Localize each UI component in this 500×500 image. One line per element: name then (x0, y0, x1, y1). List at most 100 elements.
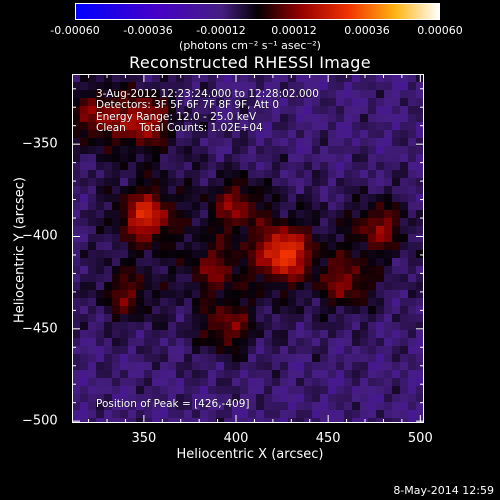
heatmap-cell (304, 354, 313, 363)
heatmap-cell (288, 162, 297, 171)
heatmap-cell (96, 314, 105, 323)
heatmap-cell (200, 346, 209, 355)
heatmap-cell (336, 178, 345, 187)
heatmap-cell (208, 74, 217, 83)
heatmap-cell (200, 90, 209, 99)
heatmap-cell (88, 410, 97, 419)
heatmap-cell (392, 266, 401, 275)
heatmap-cell (224, 202, 233, 211)
heatmap-cell (160, 122, 169, 131)
heatmap-cell (120, 178, 129, 187)
heatmap-cell (152, 146, 161, 155)
heatmap-cell (320, 378, 329, 387)
heatmap-cell (88, 186, 97, 195)
heatmap-cell (160, 362, 169, 371)
heatmap-cell (120, 202, 129, 211)
heatmap-cell (208, 258, 217, 267)
heatmap-cell (168, 130, 177, 139)
heatmap-cell (416, 290, 424, 299)
heatmap-cell (312, 82, 321, 91)
heatmap-cell (240, 234, 249, 243)
heatmap-cell (304, 226, 313, 235)
heatmap-cell (272, 162, 281, 171)
heatmap-cell (232, 82, 241, 91)
heatmap-cell (208, 250, 217, 259)
heatmap-cell (128, 298, 137, 307)
heatmap-cell (280, 330, 289, 339)
heatmap-cell (304, 402, 313, 411)
heatmap-cell (88, 122, 97, 131)
heatmap-cell (120, 114, 129, 123)
heatmap-cell (416, 298, 424, 307)
heatmap-cell (208, 170, 217, 179)
heatmap-cell (224, 90, 233, 99)
heatmap-cell (200, 378, 209, 387)
heatmap-cell (312, 242, 321, 251)
heatmap-cell (352, 234, 361, 243)
heatmap-cell (88, 138, 97, 147)
heatmap-cell (328, 274, 337, 283)
heatmap-cell (264, 154, 273, 163)
heatmap-cell (104, 386, 113, 395)
heatmap-cell (88, 274, 97, 283)
heatmap-cell (328, 130, 337, 139)
heatmap-cell (400, 106, 409, 115)
heatmap-cell (336, 258, 345, 267)
heatmap-cell (344, 210, 353, 219)
heatmap-cell (400, 250, 409, 259)
heatmap-cell (96, 282, 105, 291)
heatmap-cell (168, 418, 177, 423)
heatmap-cell (368, 338, 377, 347)
heatmap-cell (112, 354, 121, 363)
heatmap-cell (160, 282, 169, 291)
heatmap-cell (400, 218, 409, 227)
heatmap-cell (280, 154, 289, 163)
heatmap-cell (144, 210, 153, 219)
heatmap-cell (192, 178, 201, 187)
heatmap-cell (256, 130, 265, 139)
heatmap-cell (232, 370, 241, 379)
heatmap-cell (128, 258, 137, 267)
heatmap-cell (128, 234, 137, 243)
heatmap-cell (224, 418, 233, 423)
heatmap-cell (152, 274, 161, 283)
heatmap-cell (336, 162, 345, 171)
heatmap-cell (80, 418, 89, 423)
heatmap-cell (224, 74, 233, 83)
heatmap-cell (224, 226, 233, 235)
heatmap-cell (160, 138, 169, 147)
heatmap-cell (80, 346, 89, 355)
heatmap-cell (144, 282, 153, 291)
heatmap-cell (160, 354, 169, 363)
heatmap-cell (304, 394, 313, 403)
heatmap-cell (184, 242, 193, 251)
heatmap-cell (152, 306, 161, 315)
heatmap-cell (176, 306, 185, 315)
heatmap-cell (336, 234, 345, 243)
heatmap-cell (192, 90, 201, 99)
heatmap-cell (368, 362, 377, 371)
heatmap-cell (80, 362, 89, 371)
heatmap-cell (168, 234, 177, 243)
heatmap-cell (400, 234, 409, 243)
heatmap-cell (400, 282, 409, 291)
heatmap-cell (384, 242, 393, 251)
heatmap-cell (120, 362, 129, 371)
heatmap-cell (176, 226, 185, 235)
heatmap-cell (112, 114, 121, 123)
heatmap-cell (208, 386, 217, 395)
chart-title: Reconstructed RHESSI Image (129, 53, 371, 72)
heatmap-cell (408, 98, 417, 107)
heatmap-cell (256, 378, 265, 387)
heatmap-cell (208, 378, 217, 387)
heatmap-cell (96, 218, 105, 227)
heatmap-cell (168, 74, 177, 83)
heatmap-cell (360, 314, 369, 323)
heatmap-cell (184, 138, 193, 147)
heatmap-cell (232, 114, 241, 123)
heatmap-cell (328, 178, 337, 187)
heatmap-cell (272, 386, 281, 395)
heatmap-cell (176, 394, 185, 403)
heatmap-cell (288, 298, 297, 307)
heatmap-cell (280, 306, 289, 315)
